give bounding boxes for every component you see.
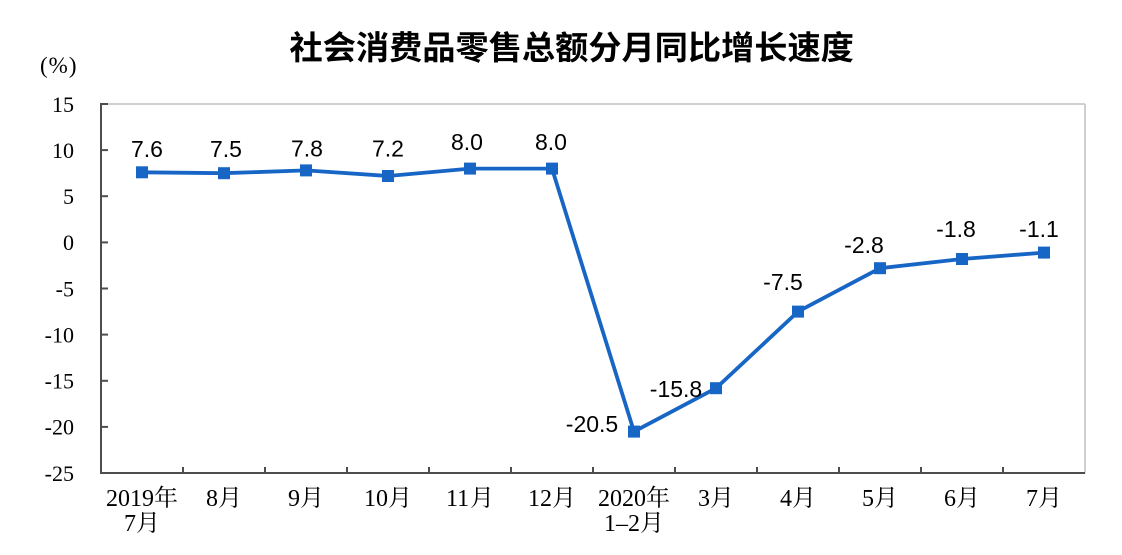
svg-text:12: 12 [528,486,552,512]
svg-text:8.0: 8.0 [535,129,567,155]
svg-text:2020: 2020 [598,486,646,512]
svg-text:11: 11 [446,486,469,512]
svg-text:-15: -15 [45,369,74,394]
svg-text:7: 7 [124,511,136,537]
svg-text:15: 15 [52,92,74,117]
svg-text:7.8: 7.8 [291,135,323,161]
svg-text:8: 8 [206,486,218,512]
svg-text:7: 7 [1026,486,1038,512]
svg-text:10: 10 [52,138,74,163]
svg-text:-1.1: -1.1 [1019,216,1059,242]
svg-text:-7.5: -7.5 [763,269,803,295]
svg-text:7.2: 7.2 [372,136,404,162]
svg-text:(%): (%) [40,53,77,78]
svg-text:-10: -10 [45,322,74,347]
svg-text:9: 9 [288,486,300,512]
svg-text:-1.8: -1.8 [936,216,976,242]
svg-text:-20: -20 [45,415,74,440]
svg-text:-15.8: -15.8 [650,376,702,402]
svg-text:0: 0 [63,230,74,255]
svg-text:7.5: 7.5 [210,136,242,162]
svg-text:1–2: 1–2 [604,511,640,537]
svg-text:5: 5 [862,486,874,512]
svg-text:-2.8: -2.8 [844,232,884,258]
svg-text:3: 3 [698,486,710,512]
svg-text:-20.5: -20.5 [566,411,618,437]
svg-text:-25: -25 [45,461,74,486]
svg-text:7.6: 7.6 [131,136,163,162]
svg-text:6: 6 [944,486,956,512]
svg-text:10: 10 [364,486,388,512]
svg-text:2019: 2019 [106,486,154,512]
svg-text:5: 5 [63,184,74,209]
svg-text:4: 4 [780,486,792,512]
svg-text:8.0: 8.0 [451,129,483,155]
svg-text:-5: -5 [56,276,74,301]
